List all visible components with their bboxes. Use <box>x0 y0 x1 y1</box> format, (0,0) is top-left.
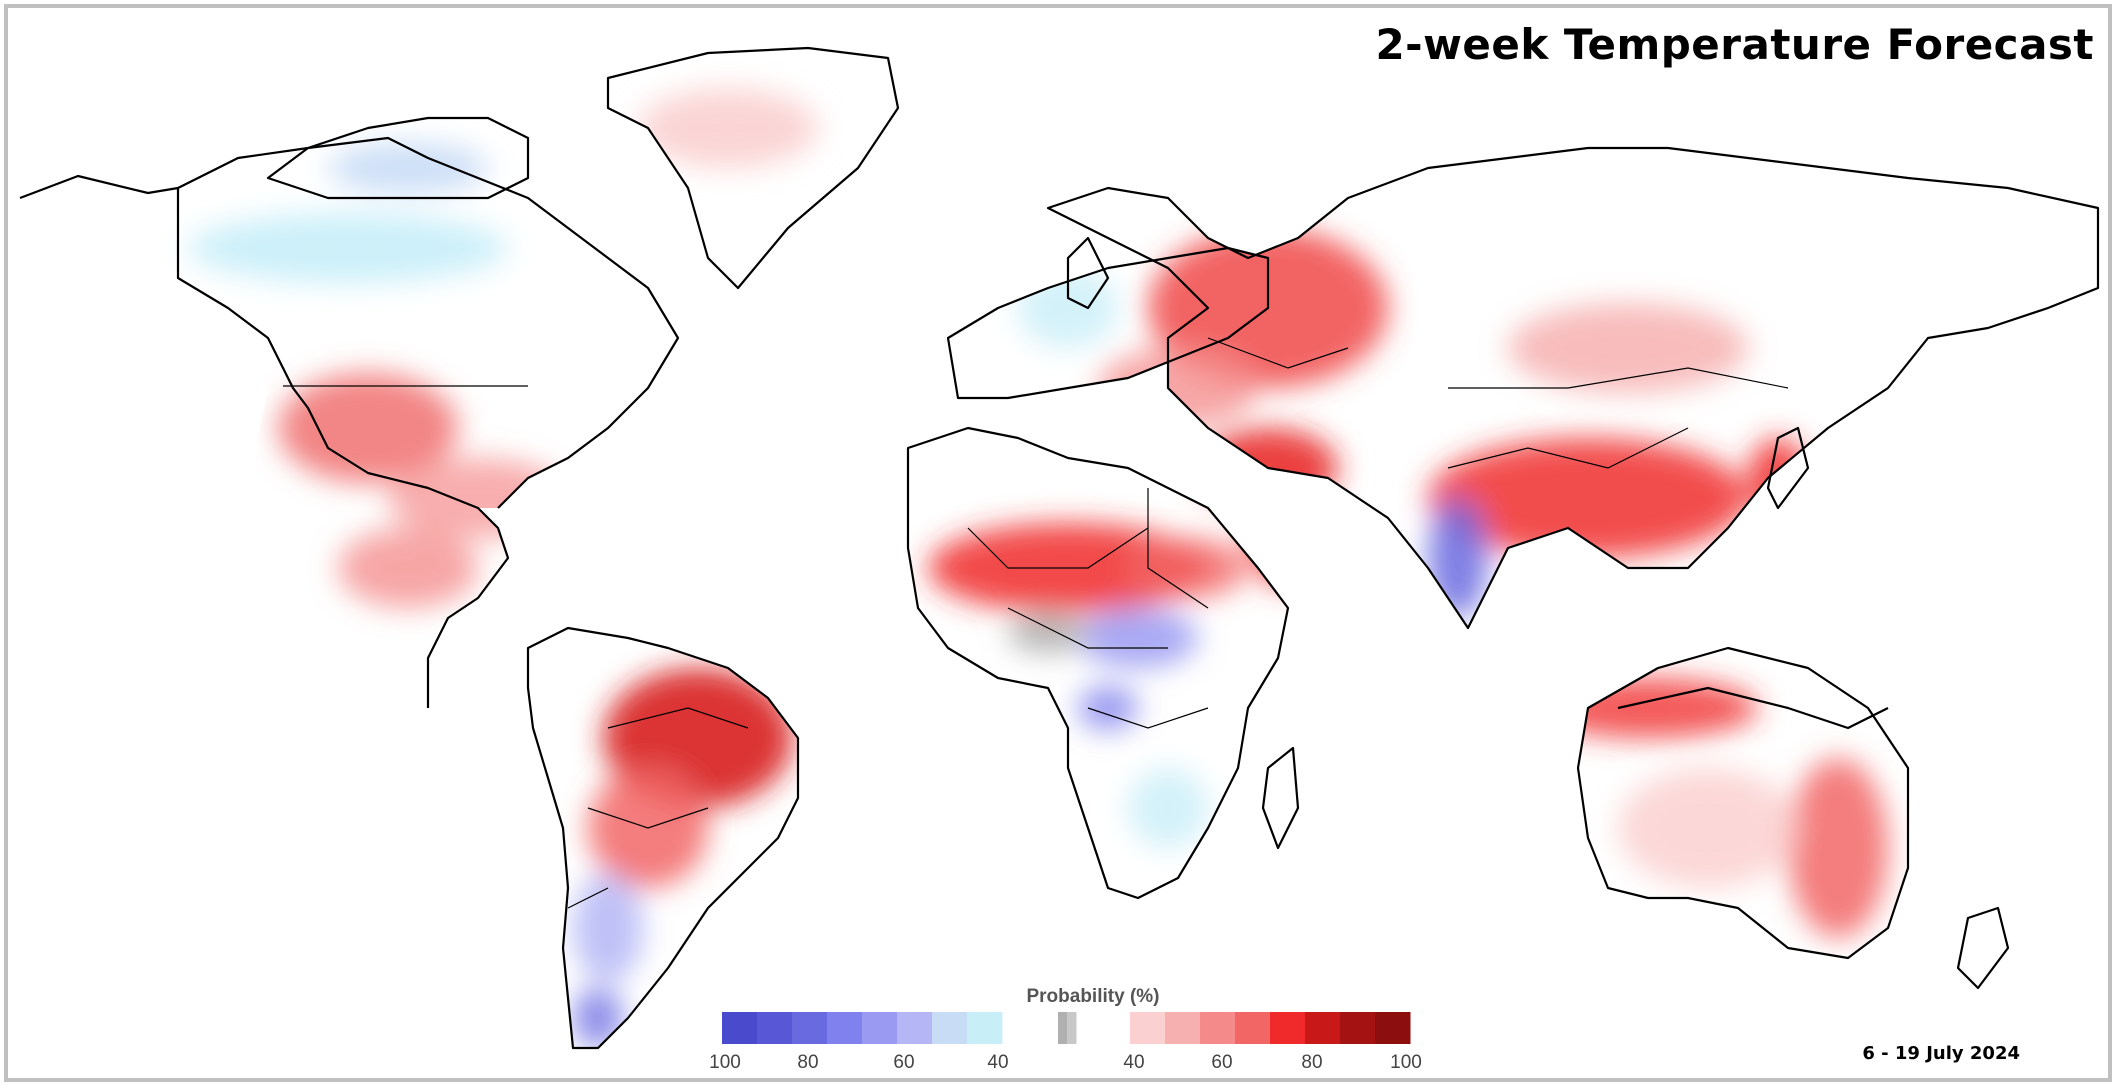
legend-tick-above-40: 40 <box>1123 1052 1145 1073</box>
legend-tick-above-100: 100 <box>1390 1052 1422 1073</box>
legend-tick-below-40: 40 <box>987 1052 1009 1073</box>
map-frame: 2-week Temperature Forecast Probability … <box>4 4 2112 1082</box>
legend-tick-below-80: 80 <box>797 1052 819 1073</box>
forecast-date-range: 6 - 19 July 2024 <box>1862 1043 2020 1064</box>
legend-tick-below-100: 100 <box>709 1052 741 1073</box>
map-title: 2-week Temperature Forecast <box>1375 20 2094 69</box>
world-map[interactable] <box>8 8 2108 1078</box>
legend-tick-below-60: 60 <box>893 1052 915 1073</box>
country-borders <box>177 188 1789 909</box>
legend-tick-above-60: 60 <box>1211 1052 1233 1073</box>
anomaly-shading <box>188 88 1888 1048</box>
legend-tick-above-80: 80 <box>1301 1052 1323 1073</box>
legend-title: Probability (%) <box>1026 986 1160 1007</box>
